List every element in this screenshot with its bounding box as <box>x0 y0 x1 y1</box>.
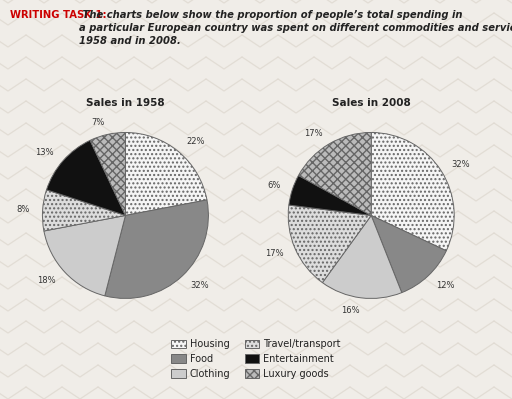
Wedge shape <box>90 132 125 215</box>
Text: 32%: 32% <box>191 280 209 290</box>
Legend: Housing, Food, Clothing, Travel/transport, Entertainment, Luxury goods: Housing, Food, Clothing, Travel/transpor… <box>168 336 344 382</box>
Text: 18%: 18% <box>37 276 56 285</box>
Text: 32%: 32% <box>452 160 471 169</box>
Title: Sales in 1958: Sales in 1958 <box>86 98 165 108</box>
Text: 17%: 17% <box>265 249 284 258</box>
Wedge shape <box>42 190 125 231</box>
Text: 13%: 13% <box>35 148 54 157</box>
Wedge shape <box>288 205 371 282</box>
Wedge shape <box>105 200 208 298</box>
Text: 16%: 16% <box>340 306 359 315</box>
Text: 7%: 7% <box>91 118 104 127</box>
Wedge shape <box>371 132 454 251</box>
Text: 6%: 6% <box>267 182 281 190</box>
Text: WRITING TASK 1:: WRITING TASK 1: <box>10 10 107 20</box>
Text: 12%: 12% <box>437 280 455 290</box>
Wedge shape <box>323 215 402 298</box>
Text: 17%: 17% <box>304 129 323 138</box>
Wedge shape <box>298 132 371 215</box>
Wedge shape <box>44 215 125 296</box>
Wedge shape <box>47 140 125 215</box>
Text: 22%: 22% <box>186 137 205 146</box>
Wedge shape <box>289 176 371 215</box>
Text: The charts below show the proportion of people’s total spending in
a particular : The charts below show the proportion of … <box>79 10 512 46</box>
Text: 8%: 8% <box>17 205 30 214</box>
Wedge shape <box>125 132 207 215</box>
Title: Sales in 2008: Sales in 2008 <box>332 98 411 108</box>
Wedge shape <box>371 215 446 292</box>
